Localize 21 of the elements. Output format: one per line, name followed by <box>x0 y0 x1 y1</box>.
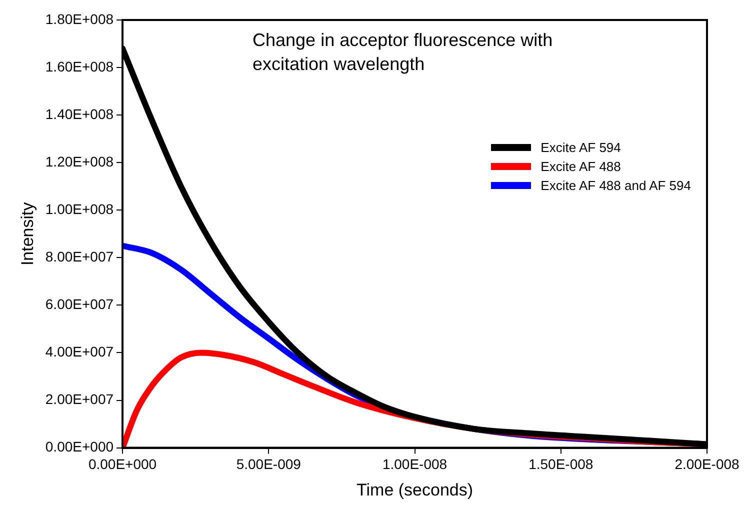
y-tick-label: 8.00E+007 <box>45 248 114 265</box>
legend-label: Excite AF 488 and AF 594 <box>540 178 691 193</box>
y-tick-label: 1.20E+008 <box>45 153 114 170</box>
y-tick-label: 6.00E+007 <box>45 296 114 312</box>
y-axis-title: Intensity <box>18 202 37 266</box>
x-tick-label: 1.50E-008 <box>528 456 594 472</box>
y-tick-label: 1.00E+008 <box>45 200 114 217</box>
y-tick-label: 1.80E+008 <box>45 10 114 27</box>
y-tick-label: 2.00E+007 <box>45 391 114 408</box>
x-tick-label: 1.00E-008 <box>382 456 448 472</box>
y-tick-label: 0.00E+000 <box>45 438 114 455</box>
legend-label: Excite AF 594 <box>540 140 621 155</box>
annotation: Change in acceptor fluorescence with excitation wavelength <box>252 30 553 74</box>
legend-label: Excite AF 488 <box>540 159 621 174</box>
x-tick-label: 2.00E-008 <box>674 456 740 472</box>
x-tick-label: 5.00E-009 <box>236 456 302 472</box>
x-axis-title: Time (seconds) <box>356 480 474 500</box>
y-tick-label: 4.00E+007 <box>45 344 114 360</box>
y-tick-label: 1.60E+008 <box>45 58 114 74</box>
y-tick-label: 1.40E+008 <box>45 106 114 122</box>
x-tick-label: 0.00E+000 <box>88 456 157 472</box>
